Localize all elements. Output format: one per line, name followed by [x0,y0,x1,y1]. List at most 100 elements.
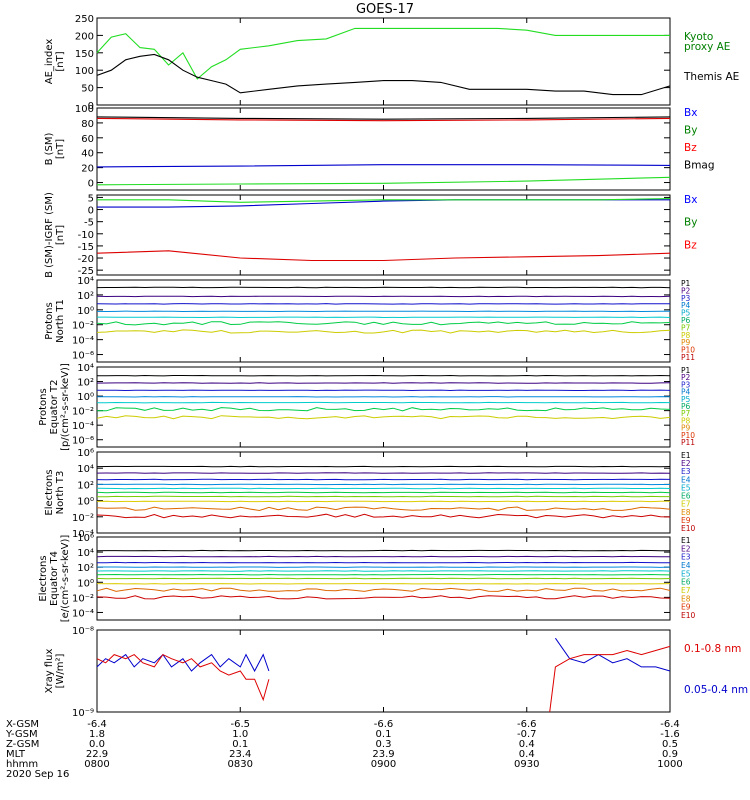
footer-row-label: hhmm [6,759,38,770]
panel-xray: 10⁻⁹ 10⁻⁸ Xray flux [W/m²] 0.1-0.8 nm 0.05-0.… [44,626,748,719]
legend-label: Bmag [684,160,715,172]
y-tick-label: 10⁻⁴ [72,336,94,347]
y-tick-label: 10⁻² [72,321,94,332]
y-tick-label: 10² [77,291,94,302]
legend-label: By [684,217,697,229]
legend-label: P9 [681,424,691,433]
flux-channel-5 [96,570,671,572]
legend-label: P6 [681,402,691,411]
legend-label: E9 [681,603,691,612]
legend-label: P5 [681,309,691,318]
y-tick-label: 100 [75,104,94,115]
legend-label: P6 [681,316,691,325]
footer-value: 0800 [84,759,109,770]
flux-channel-10 [96,513,671,519]
legend-label: E1 [681,536,691,545]
y-axis-label: Electrons [38,555,49,601]
y-tick-label: 10⁴ [77,464,94,475]
panel-bigrf: -25-20-15-10-50 5 B (SM)-IGRF (SM) [nT] Bx By… [44,192,697,278]
y-tick-label: 10² [77,378,94,389]
y-tick-label: 10⁶ [77,448,94,459]
legend-label: P2 [681,373,691,382]
flux-channel-3 [96,561,670,564]
y-axis-label: Equator T2 [49,380,60,435]
flux-channel-10 [96,595,671,600]
footer-value: 0.4 [519,739,535,750]
y-tick-label: 10⁻⁶ [72,351,94,362]
y-tick-label: -15 [78,242,94,253]
legend-label: P4 [681,301,691,310]
flux-channel-3 [96,303,670,305]
series-kyoto-proxy-ae [96,27,670,80]
legend-label: P7 [681,409,691,418]
y-tick-label: 150 [75,49,94,60]
legend-label: P1 [681,366,691,375]
footer-row-label: Z-GSM [6,739,39,750]
legend-label: 0.1-0.8 nm [684,643,741,655]
panel-pe: 10⁻⁶ 10⁻⁴ 10⁻² 10⁰ 10² 10⁴ Protons Equator T2 [p… [38,363,695,451]
y-tick-label: 10² [77,480,94,491]
legend-label: Kyoto [684,31,713,43]
y-tick-label: 10⁴ [77,276,94,287]
y-axis-label: [W/m²] [55,653,66,688]
footer-value: 0.3 [376,739,392,750]
legend-label: P4 [681,388,691,397]
legend-label: P11 [681,353,695,362]
footer-value: -6.4 [660,719,680,730]
legend-label: E5 [681,569,691,578]
footer-value: 0900 [371,759,396,770]
legend-label: Bx [684,107,697,119]
xray-segment-4 [549,645,671,713]
legend-label: E6 [681,578,691,587]
footer-value: 0830 [228,759,253,770]
y-tick-label: 50 [81,84,94,95]
footer-value: -6.6 [517,719,537,730]
y-tick-label: 10⁴ [77,363,94,374]
y-tick-label: 100 [75,66,94,77]
flux-channel-9 [96,587,671,592]
legend-label: E2 [681,544,691,553]
y-tick-label: 200 [75,31,94,42]
y-tick-label: 0 [88,179,94,190]
y-axis-label: [nT] [55,225,66,245]
legend-label: P9 [681,338,691,347]
panel-frame [96,17,671,106]
legend-label: P11 [681,438,695,447]
y-axis-label: Xray flux [44,649,55,694]
legend-label: E5 [681,483,691,492]
legend-label: E4 [681,475,691,484]
y-tick-label: 10⁻⁴ [72,529,94,540]
legend-label: Themis AE [683,71,739,83]
legend-label: E4 [681,561,691,570]
flux-channel-7 [96,329,671,334]
flux-channel-1 [96,286,671,289]
y-tick-label: 10⁰ [77,578,94,589]
footer-value: 0.1 [376,729,392,740]
legend-label: P5 [681,395,691,404]
y-tick-label: 10⁰ [77,497,94,508]
legend-label: P3 [681,380,691,389]
legend-label: E10 [681,524,696,533]
legend-label: E2 [681,459,691,468]
legend-label: E8 [681,594,691,603]
y-tick-label: 10² [77,563,94,574]
legend-label: P3 [681,294,691,303]
y-axis-label: Electrons [44,469,55,515]
legend-label: 0.05-0.4 nm [684,684,748,696]
series-bmag [96,116,671,120]
footer-value: 0.9 [662,749,678,760]
footer-value: -6.4 [87,719,107,730]
y-tick-label: 10⁻⁹ [72,708,94,719]
footer-value: 0.4 [519,749,535,760]
y-axis-label: B (SM)-IGRF (SM) [44,192,55,278]
y-tick-label: -25 [78,266,94,277]
flux-channel-5 [96,401,671,404]
footer-value: 23.9 [372,749,394,760]
legend-label: By [684,125,697,137]
footer-value: -1.6 [660,729,680,740]
y-axis-label: Protons [44,302,55,339]
